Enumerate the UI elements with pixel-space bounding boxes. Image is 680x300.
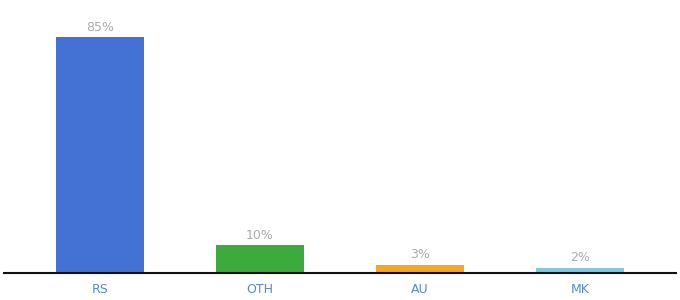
Text: 10%: 10% [246,229,274,242]
Text: 85%: 85% [86,21,114,34]
Text: 2%: 2% [570,251,590,264]
Bar [216,245,304,273]
Bar [376,265,464,273]
Bar [536,268,624,273]
Text: 3%: 3% [410,248,430,262]
Bar [56,38,144,273]
